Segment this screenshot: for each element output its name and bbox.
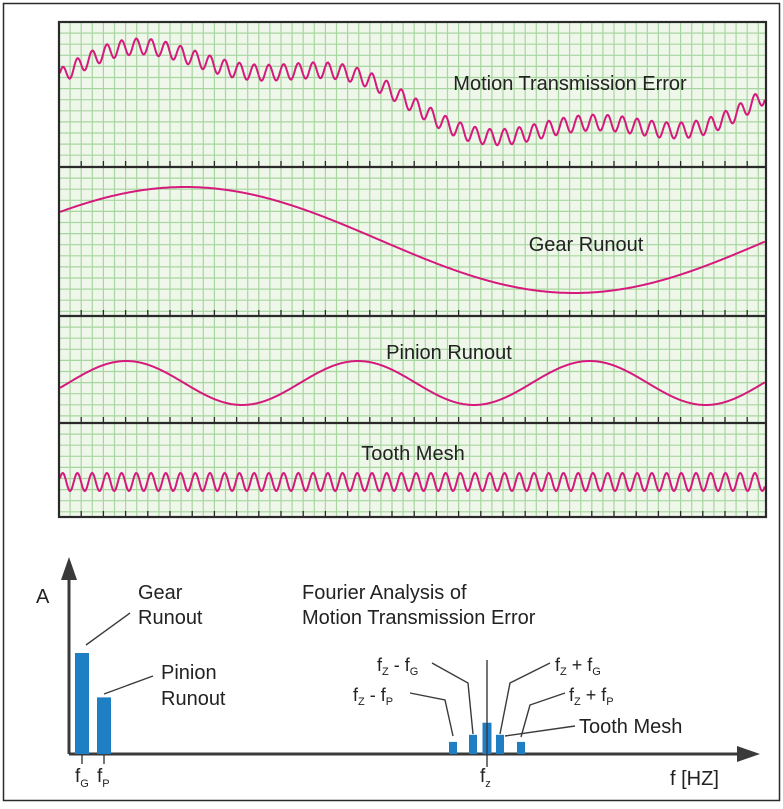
wave-tooth-mesh	[59, 471, 766, 493]
spectrum-title-line1: Fourier Analysis of	[302, 582, 467, 604]
tick-label-fg: fG	[75, 766, 89, 790]
bar-fz+fp	[517, 741, 525, 754]
spectrum-chart: A f [HZ] Fourier Analysis of Motion Tran…	[36, 557, 760, 790]
y-axis-arrow	[61, 557, 77, 580]
label-fz-minus-fp: fZ - fP	[353, 685, 393, 708]
wave-gear-runout	[59, 186, 766, 294]
leader-pinion-runout	[103, 675, 154, 695]
spectrum-title-line2: Motion Transmission Error	[302, 607, 536, 629]
grid-lines	[59, 22, 766, 517]
leader-gear-runout	[85, 612, 131, 646]
grid	[59, 22, 766, 517]
leader-fz-plus-fp	[520, 692, 566, 738]
label-tooth-mesh-spectrum: Tooth Mesh	[579, 716, 682, 738]
leader-fz-minus-fg	[431, 662, 474, 735]
gear-runout-label-line2: Runout	[138, 607, 203, 629]
wave-motion-transmission-error	[59, 37, 766, 147]
leader-lines	[81, 612, 576, 767]
bar-fz-fg	[469, 734, 477, 754]
tick-label-fp: fP	[97, 766, 110, 790]
waveforms	[59, 37, 766, 493]
pinion-runout-label-line1: Pinion	[161, 662, 217, 684]
bar-fz-fp	[449, 741, 457, 754]
x-axis-arrow	[737, 746, 760, 762]
tick-marks	[80, 161, 748, 517]
bar-fg	[75, 653, 89, 754]
label-fz-plus-fg: fZ + fG	[555, 655, 601, 678]
bar-fz+fg	[496, 734, 504, 754]
time-domain-panels: Motion Transmission Error Gear Runout Pi…	[57, 20, 768, 519]
label-pinion-runout: Pinion Runout	[386, 342, 512, 364]
label-gear-runout: Gear Runout	[529, 234, 644, 256]
leader-fz-plus-fg	[499, 662, 551, 735]
tick-label-fz: fz	[480, 766, 491, 790]
label-fz-plus-fp: fZ + fP	[569, 685, 614, 708]
panels-frame	[57, 20, 768, 519]
panel-ticks	[80, 161, 748, 517]
gear-runout-label-line1: Gear	[138, 582, 183, 604]
label-motion-transmission-error: Motion Transmission Error	[453, 73, 687, 95]
bar-fp	[97, 697, 111, 754]
spectrum-bars	[75, 653, 525, 754]
leader-fz-minus-fp	[409, 692, 454, 737]
leader-tooth-mesh	[504, 725, 576, 737]
label-fz-minus-fg: fZ - fG	[377, 655, 418, 678]
x-axis-label: f [HZ]	[670, 768, 719, 790]
pinion-runout-label-line2: Runout	[161, 688, 226, 710]
y-axis-label: A	[36, 586, 50, 608]
panel-frames	[57, 20, 768, 519]
wave-pinion-runout	[59, 360, 766, 406]
label-tooth-mesh: Tooth Mesh	[361, 443, 464, 465]
